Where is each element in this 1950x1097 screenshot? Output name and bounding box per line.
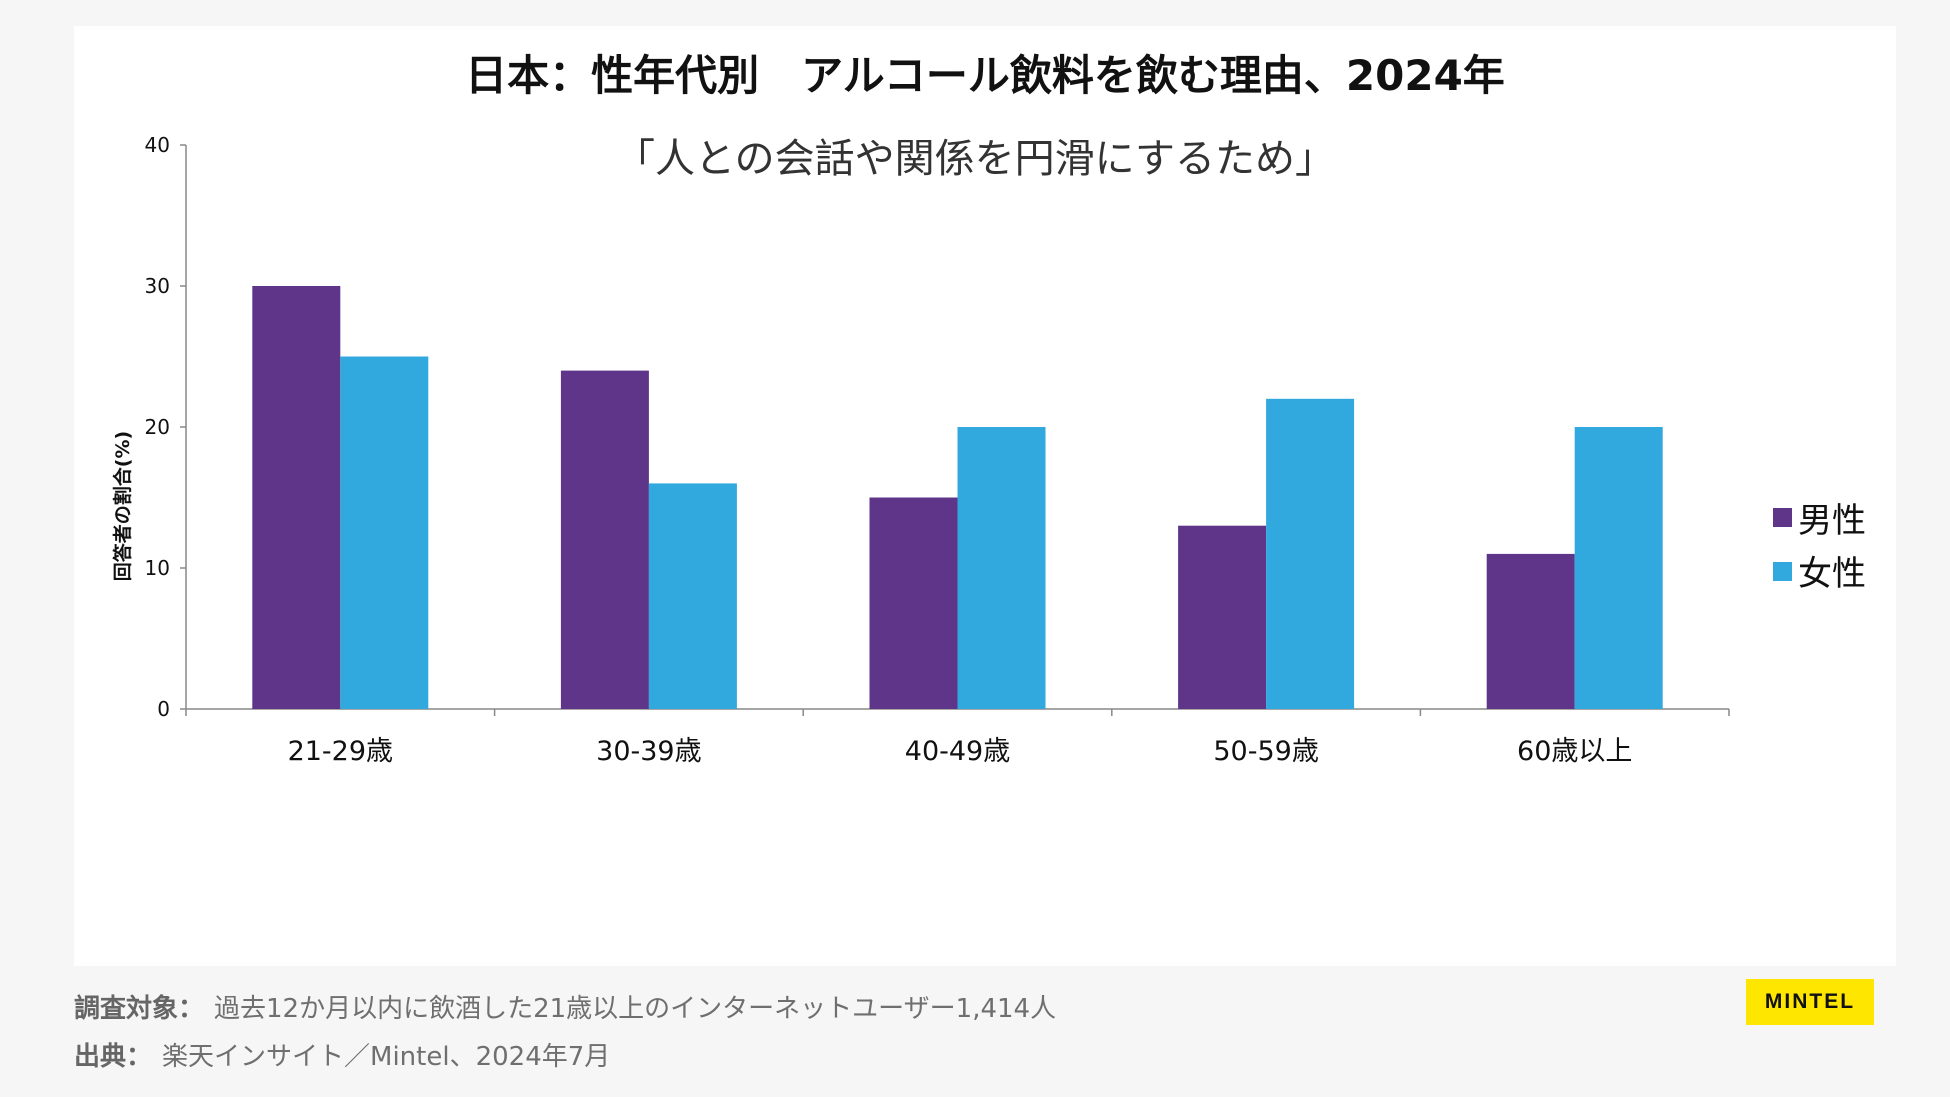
x-tick-label: 60歳以上	[1517, 736, 1632, 767]
chart-card: 日本：性年代別 アルコール飲料を飲む理由、2024年 「人との会話や関係を円滑に…	[74, 26, 1896, 966]
bar-male	[1178, 525, 1267, 709]
x-tick-label: 50-59歳	[1213, 736, 1318, 767]
x-tick-label: 40-49歳	[905, 736, 1010, 767]
source-text: 楽天インサイト／Mintel、2024年7月	[162, 1042, 611, 1072]
mintel-logo: MINTEL	[1746, 979, 1874, 1025]
bars	[252, 286, 1663, 709]
y-tick-label: 10	[145, 556, 170, 580]
y-tick-label: 40	[145, 133, 170, 157]
legend-swatch-male	[1773, 508, 1792, 527]
legend-swatch-female	[1773, 562, 1792, 581]
survey-text: 過去12か月以内に飲酒した21歳以上のインターネットユーザー1,414人	[214, 994, 1057, 1024]
bar-female	[340, 356, 429, 709]
y-tick-label: 30	[145, 274, 170, 298]
y-axis-label: 回答者の割合(%)	[111, 431, 134, 581]
legend: 男性 女性	[1773, 501, 1866, 594]
source-note: 出典： 楽天インサイト／Mintel、2024年7月	[74, 1033, 1474, 1081]
legend-label-female: 女性	[1798, 554, 1866, 594]
bar-female	[957, 427, 1046, 709]
chart-title: 日本：性年代別 アルコール飲料を飲む理由、2024年	[465, 51, 1505, 100]
chart-subtitle: 「人との会話や関係を円滑にするため」	[615, 136, 1335, 182]
bar-male	[560, 370, 649, 709]
bar-chart: 日本：性年代別 アルコール飲料を飲む理由、2024年 「人との会話や関係を円滑に…	[111, 51, 1866, 767]
bar-female	[648, 483, 737, 709]
bar-male	[252, 286, 341, 709]
bar-male	[869, 497, 958, 709]
y-tick-label: 20	[145, 415, 170, 439]
bar-female	[1266, 398, 1355, 709]
survey-label: 調査対象：	[74, 994, 205, 1024]
y-tick-label: 0	[157, 697, 170, 721]
survey-note: 調査対象： 過去12か月以内に飲酒した21歳以上のインターネットユーザー1,414…	[74, 985, 1474, 1033]
footer: 調査対象： 過去12か月以内に飲酒した21歳以上のインターネットユーザー1,414…	[74, 985, 1474, 1081]
bar-male	[1486, 553, 1575, 709]
source-label: 出典：	[74, 1042, 153, 1072]
legend-label-male: 男性	[1798, 501, 1866, 541]
bar-female	[1574, 427, 1663, 709]
x-tick-label: 21-29歳	[288, 736, 393, 767]
x-tick-label: 30-39歳	[596, 736, 701, 767]
